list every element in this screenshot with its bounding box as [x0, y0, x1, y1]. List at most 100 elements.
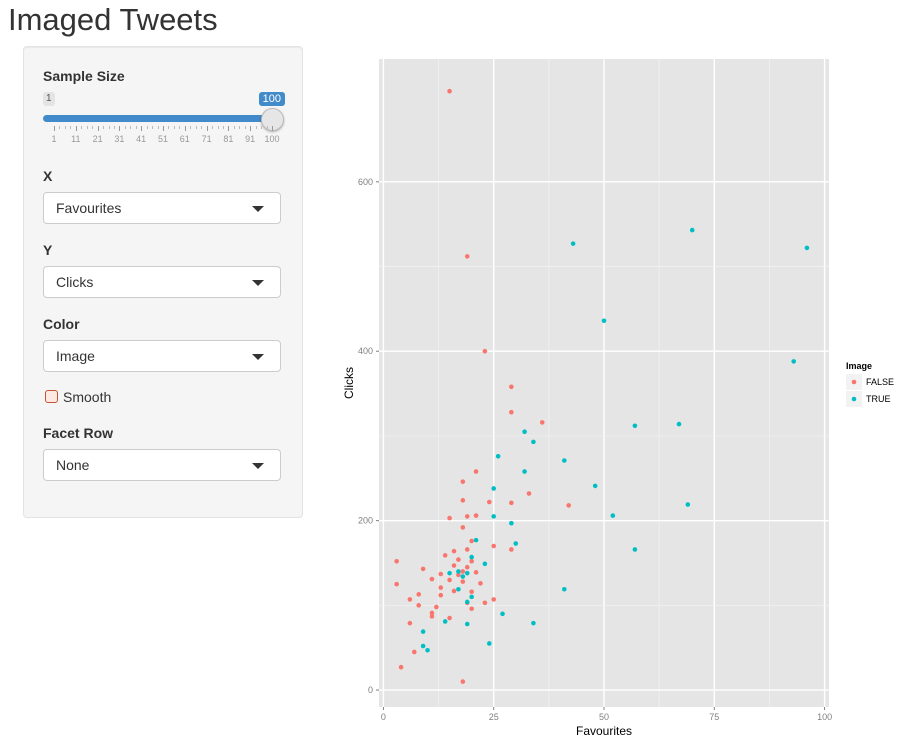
y-axis-title: Clicks [342, 367, 356, 399]
x-label: X [43, 168, 53, 184]
data-point-false [411, 649, 417, 655]
slider-minor-tick [168, 126, 170, 129]
data-point-false [460, 479, 466, 484]
slider-value-badge: 100 [258, 92, 285, 106]
slider-minor-tick [222, 126, 224, 129]
x-axis: 0 25 50 75 100 [381, 707, 832, 722]
slider-tick [97, 126, 99, 131]
slider-minor-tick [59, 126, 61, 129]
data-point-false [539, 420, 545, 425]
legend-label: FALSE [866, 377, 894, 387]
legend-swatch [851, 396, 857, 402]
data-point-false [460, 569, 466, 574]
slider-minor-tick [92, 126, 94, 129]
y-label: Y [43, 242, 53, 258]
slider-minor-tick [113, 126, 115, 129]
slider-minor-tick [103, 126, 105, 129]
x-select[interactable]: Favourites [43, 192, 281, 224]
slider-track[interactable] [43, 115, 275, 122]
data-point-false [491, 543, 497, 549]
slider-minor-tick [179, 126, 181, 129]
data-point-true [601, 318, 607, 324]
data-point-false [416, 592, 422, 597]
data-point-false [438, 571, 444, 577]
data-point-true [531, 620, 536, 626]
smooth-checkbox[interactable] [45, 390, 58, 403]
slider-tick-label: 21 [92, 134, 103, 144]
facet-row-select[interactable]: None [43, 449, 281, 481]
data-point-false [486, 499, 492, 505]
data-point-false [451, 563, 457, 568]
legend-title: Image [846, 361, 872, 371]
slider-tick-label: 41 [136, 134, 147, 144]
data-point-true [509, 520, 514, 526]
x-tick-label: 0 [381, 712, 386, 722]
facet-row-label: Facet Row [43, 425, 114, 441]
slider-tick [228, 126, 230, 131]
slider-minor-tick [233, 126, 235, 129]
data-point-false [438, 585, 444, 590]
data-point-false [460, 498, 466, 503]
legend-label: TRUE [866, 394, 891, 404]
data-point-false [447, 515, 452, 521]
slider-minor-tick [81, 126, 83, 129]
slider-minor-tick [239, 126, 241, 129]
data-point-true [464, 599, 470, 605]
data-point-false [394, 559, 399, 564]
y-tick-label: 600 [358, 177, 373, 187]
data-point-false [469, 559, 474, 564]
data-point-false [398, 664, 404, 670]
plot-legend: Image FALSE TRUE [846, 361, 894, 407]
data-point-true [491, 486, 497, 491]
slider-tick-label: 71 [201, 134, 212, 144]
data-point-true [676, 421, 682, 427]
slider-minor-tick [152, 126, 154, 129]
slider-minor-tick [70, 126, 72, 129]
slider-minor-tick [146, 126, 148, 129]
x-tick-label: 100 [817, 712, 832, 722]
slider-minor-tick [266, 126, 268, 129]
data-point-false [469, 589, 474, 595]
data-point-false [456, 572, 461, 578]
data-point-true [804, 245, 810, 251]
data-point-false [456, 557, 461, 562]
data-point-true [495, 453, 501, 459]
data-point-true [500, 611, 505, 617]
data-point-true [632, 423, 638, 429]
slider-minor-tick [244, 126, 246, 129]
slider-minor-tick [130, 126, 132, 129]
y-select[interactable]: Clicks [43, 266, 281, 298]
slider-tick-label: 31 [114, 134, 125, 144]
data-point-true [473, 537, 479, 543]
color-select[interactable]: Image [43, 340, 281, 372]
slider-tick [250, 126, 252, 131]
sample-size-slider[interactable]: 1 100 1 11 21 31 41 51 61 71 81 91 100 [43, 89, 285, 149]
chevron-down-icon [252, 280, 264, 286]
data-point-true [689, 227, 695, 233]
data-point-true [442, 619, 448, 624]
data-point-false [420, 566, 426, 572]
slider-minor-tick [157, 126, 159, 129]
plot-points [394, 88, 810, 684]
data-point-true [425, 647, 430, 653]
data-point-false [429, 576, 435, 582]
chevron-down-icon [252, 206, 264, 212]
chevron-down-icon [252, 463, 264, 469]
slider-minor-tick [124, 126, 126, 129]
data-point-false [509, 547, 514, 552]
data-point-false [394, 581, 399, 587]
slider-tick [141, 126, 143, 131]
data-point-true [561, 458, 567, 463]
chevron-down-icon [252, 354, 264, 360]
data-point-false [464, 254, 470, 259]
data-point-false [491, 597, 497, 602]
x-tick-label: 25 [489, 712, 499, 722]
slider-tick-label: 11 [71, 134, 81, 144]
data-point-false [464, 547, 470, 552]
data-point-false [482, 348, 488, 354]
y-tick-label: 0 [368, 685, 373, 695]
slider-minor-tick [255, 126, 257, 129]
color-label: Color [43, 316, 80, 332]
data-point-false [429, 610, 435, 616]
